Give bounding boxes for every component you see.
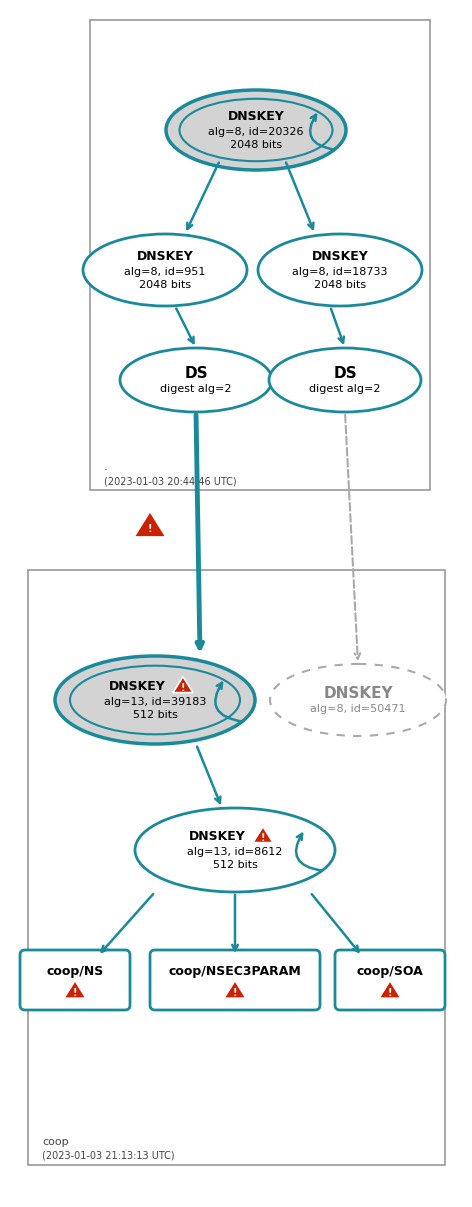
Text: !: ! (181, 683, 185, 693)
Text: DS: DS (184, 366, 208, 380)
Polygon shape (253, 827, 273, 842)
Text: 512 bits: 512 bits (212, 861, 257, 870)
Text: digest alg=2: digest alg=2 (309, 384, 381, 393)
Text: DNSKEY: DNSKEY (136, 251, 194, 263)
Text: 2048 bits: 2048 bits (230, 140, 282, 150)
Polygon shape (173, 677, 193, 693)
Polygon shape (224, 980, 246, 998)
Text: digest alg=2: digest alg=2 (160, 384, 232, 393)
Text: !: ! (148, 524, 152, 535)
Text: alg=8, id=20326: alg=8, id=20326 (208, 127, 304, 138)
Text: (2023-01-03 21:13:13 UTC): (2023-01-03 21:13:13 UTC) (42, 1151, 175, 1161)
Text: coop/NS: coop/NS (46, 966, 104, 979)
Ellipse shape (269, 348, 421, 412)
Text: coop/NSEC3PARAM: coop/NSEC3PARAM (169, 966, 302, 979)
Polygon shape (134, 512, 166, 537)
Text: !: ! (261, 833, 265, 842)
Text: coop: coop (42, 1137, 68, 1147)
Text: 2048 bits: 2048 bits (314, 280, 366, 290)
Text: .: . (104, 462, 108, 472)
Text: 2048 bits: 2048 bits (139, 280, 191, 290)
Bar (28, 570, 445, 1165)
Ellipse shape (270, 664, 446, 736)
FancyBboxPatch shape (150, 950, 320, 1010)
FancyBboxPatch shape (20, 950, 130, 1010)
Text: alg=8, id=951: alg=8, id=951 (124, 267, 206, 276)
Text: DS: DS (333, 366, 357, 380)
Text: (2023-01-03 20:44:46 UTC): (2023-01-03 20:44:46 UTC) (104, 476, 236, 486)
Ellipse shape (135, 807, 335, 892)
Text: DNSKEY: DNSKEY (312, 251, 368, 263)
Ellipse shape (120, 348, 272, 412)
Polygon shape (379, 980, 401, 998)
Ellipse shape (83, 234, 247, 307)
Ellipse shape (55, 655, 255, 744)
Text: DNSKEY: DNSKEY (323, 686, 393, 700)
Text: coop/SOA: coop/SOA (357, 966, 423, 979)
Text: alg=8, id=50471: alg=8, id=50471 (310, 704, 406, 715)
Text: !: ! (233, 987, 237, 998)
Text: DNSKEY: DNSKEY (228, 111, 284, 123)
Ellipse shape (166, 91, 346, 170)
Polygon shape (64, 980, 86, 998)
Ellipse shape (258, 234, 422, 307)
FancyBboxPatch shape (335, 950, 445, 1010)
Text: !: ! (388, 987, 392, 998)
Text: alg=8, id=18733: alg=8, id=18733 (292, 267, 388, 276)
Text: DNSKEY: DNSKEY (189, 830, 245, 844)
Text: DNSKEY: DNSKEY (109, 681, 165, 694)
Text: alg=13, id=8612: alg=13, id=8612 (187, 847, 283, 857)
Bar (90, 21, 430, 490)
Text: !: ! (73, 987, 77, 998)
Text: 512 bits: 512 bits (133, 710, 177, 721)
Text: alg=13, id=39183: alg=13, id=39183 (104, 696, 206, 707)
